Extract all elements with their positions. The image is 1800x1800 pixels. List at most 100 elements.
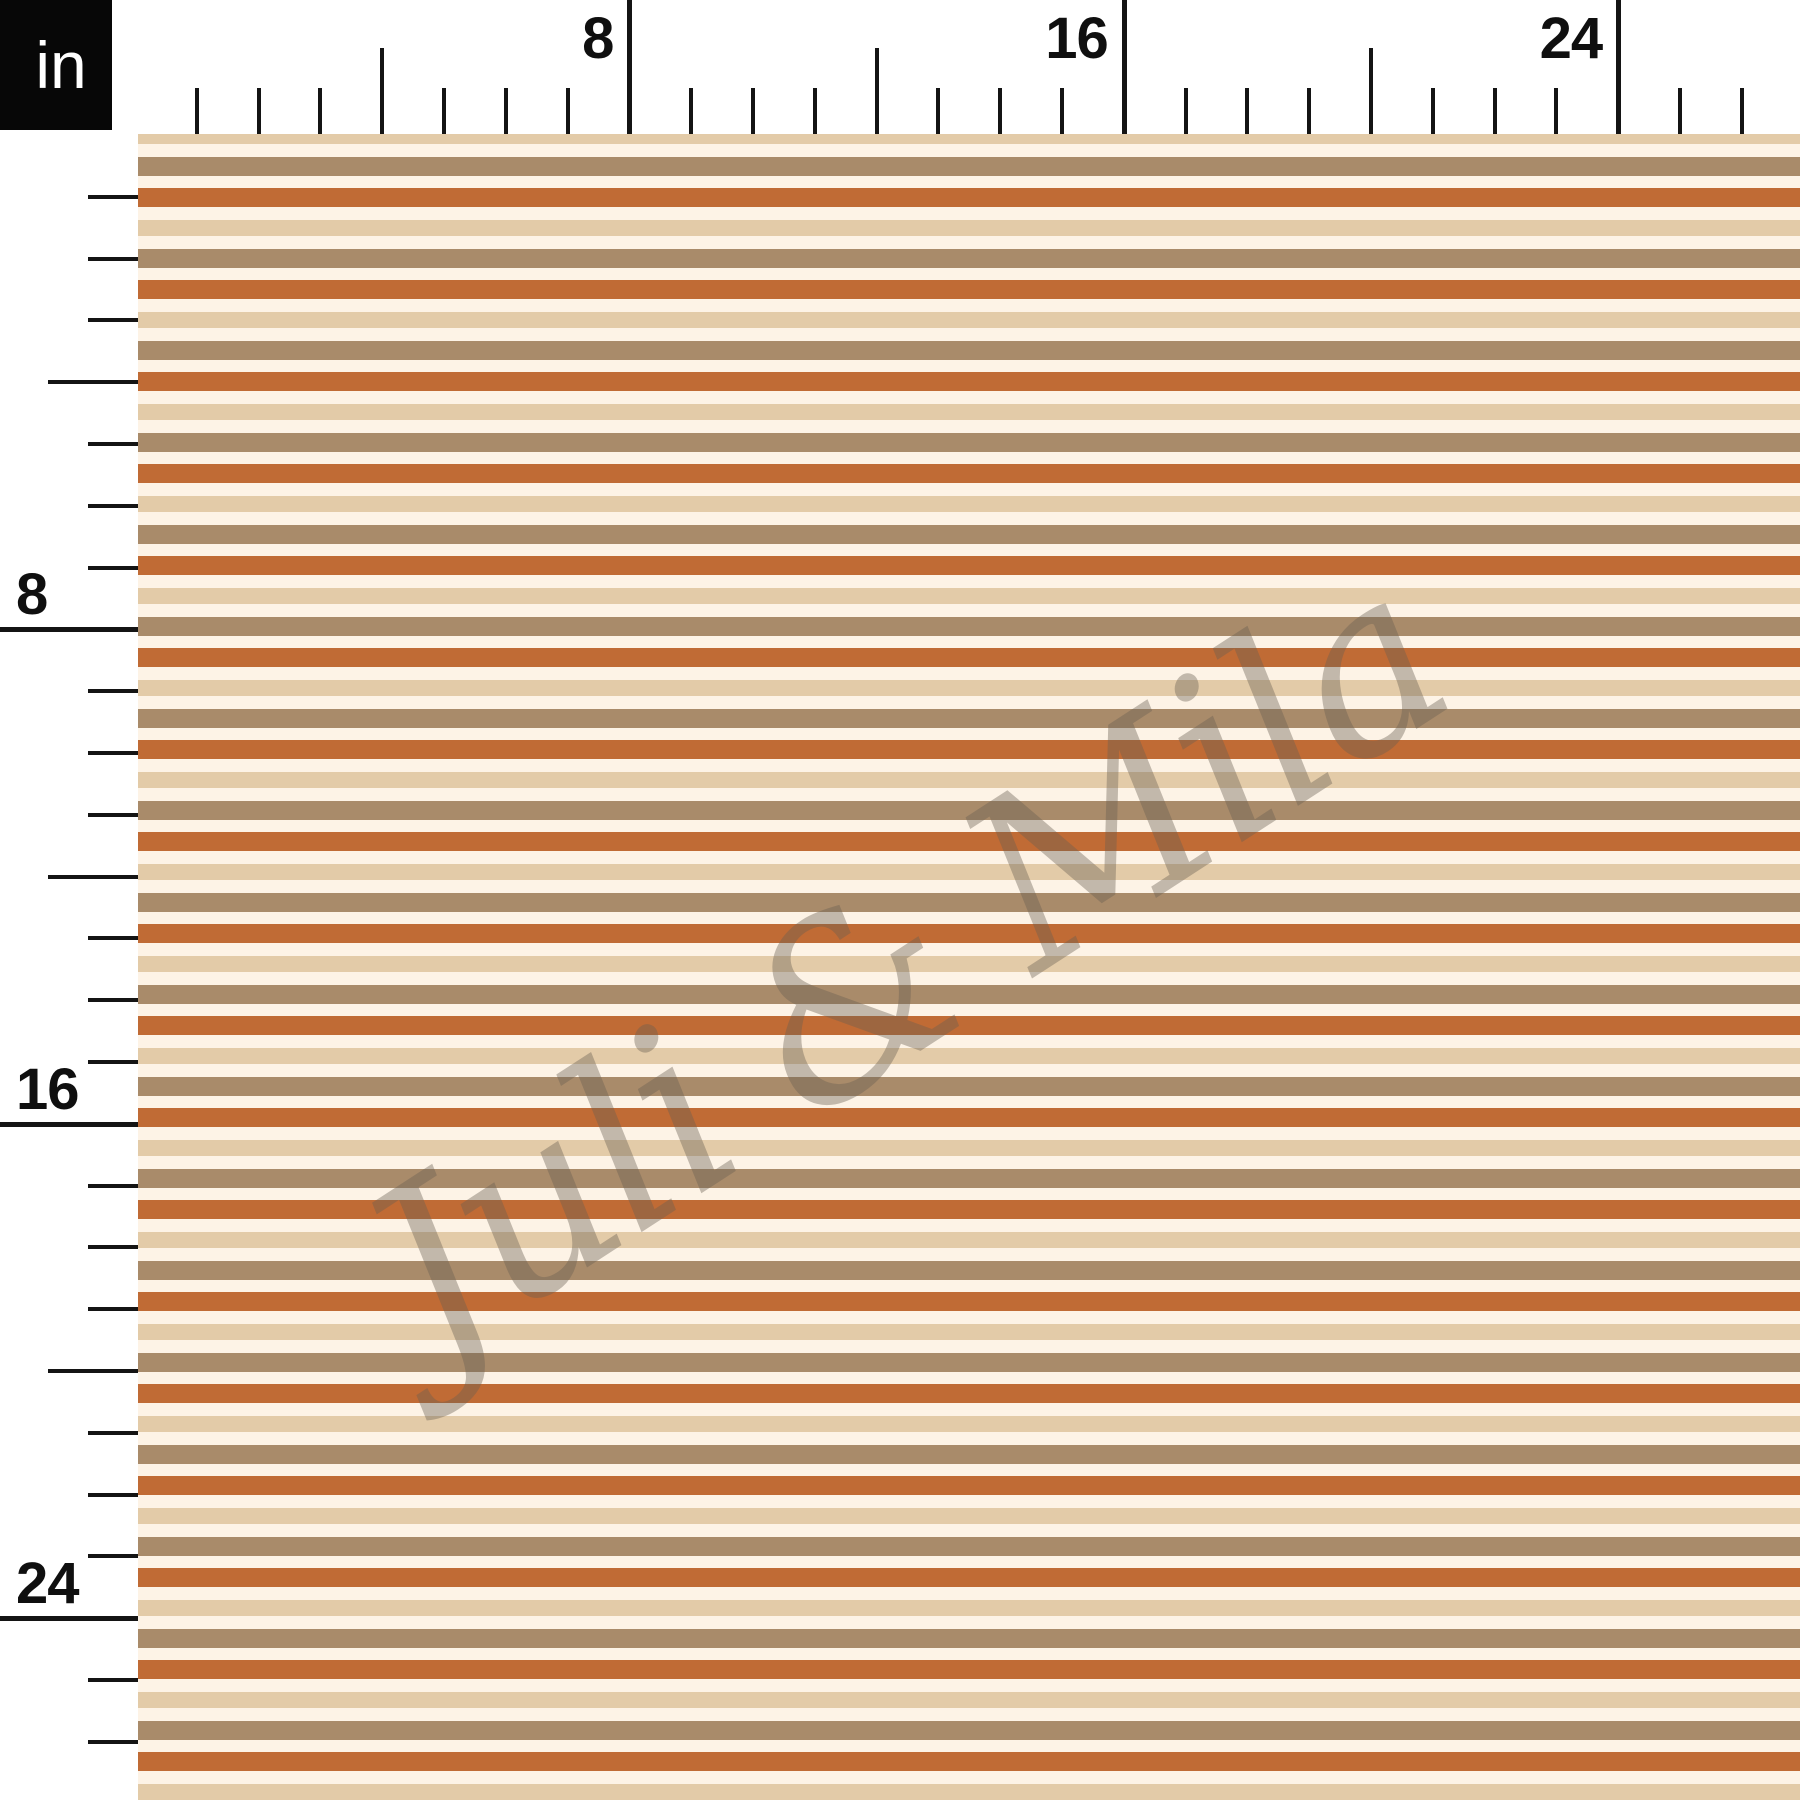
fabric-stripe-tan	[138, 1692, 1800, 1708]
fabric-stripe-rust	[138, 648, 1800, 667]
fabric-stripe-rust	[138, 1660, 1800, 1679]
ruler-minor-tick	[88, 1739, 138, 1744]
ruler-minor-tick	[88, 812, 138, 817]
fabric-stripe-taupe	[138, 249, 1800, 268]
fabric-stripe-taupe	[138, 341, 1800, 360]
ruler-horizontal: 8 16 24	[0, 0, 1800, 134]
fabric-stripe-cream	[138, 1464, 1800, 1476]
fabric-stripe-cream	[138, 176, 1800, 188]
ruler-major-tick	[0, 1121, 138, 1127]
fabric-stripe-cream	[138, 667, 1800, 680]
fabric-stripe-cream	[138, 788, 1800, 801]
ruler-minor-tick	[88, 256, 138, 261]
fabric-stripe-cream	[138, 851, 1800, 864]
fabric-stripe-rust	[138, 832, 1800, 851]
fabric-stripe-cream	[138, 391, 1800, 404]
fabric-stripe-cream	[138, 1004, 1800, 1016]
fabric-stripe-cream	[138, 1648, 1800, 1660]
fabric-stripe-tan	[138, 588, 1800, 604]
ruler-minor-tick	[1678, 88, 1682, 134]
fabric-stripe-cream	[138, 1248, 1800, 1261]
fabric-stripe-cream	[138, 1432, 1800, 1445]
ruler-major-tick	[0, 1616, 138, 1622]
fabric-stripe-rust	[138, 1752, 1800, 1771]
ruler-major-tick	[1616, 0, 1622, 134]
fabric-stripe-cream	[138, 360, 1800, 372]
ruler-minor-tick	[1492, 88, 1497, 134]
ruler-minor-tick	[88, 936, 138, 941]
fabric-stripe-rust	[138, 280, 1800, 299]
fabric-stripe-rust	[138, 1384, 1800, 1403]
ruler-major-tick	[1121, 0, 1127, 134]
fabric-stripe-rust	[138, 740, 1800, 759]
fabric-stripe-tan	[138, 1508, 1800, 1524]
fabric-stripe-tan	[138, 404, 1800, 420]
ruler-minor-tick	[88, 1678, 138, 1682]
fabric-stripe-cream	[138, 972, 1800, 985]
fabric-stripe-taupe	[138, 1445, 1800, 1464]
ruler-minor-tick	[689, 88, 694, 134]
ruler-mid-tick	[380, 48, 385, 134]
fabric-stripe-taupe	[138, 1261, 1800, 1280]
fabric-stripe-rust	[138, 924, 1800, 943]
ruler-minor-tick	[88, 1183, 138, 1188]
ruler-minor-tick	[318, 88, 323, 134]
fabric-stripe-cream	[138, 1771, 1800, 1784]
ruler-number: 16	[16, 1056, 80, 1122]
ruler-minor-tick	[936, 88, 941, 134]
fabric-stripe-cream	[138, 1340, 1800, 1353]
fabric-stripe-tan	[138, 496, 1800, 512]
fabric-stripe-tan	[138, 1324, 1800, 1340]
fabric-stripe-tan	[138, 220, 1800, 236]
ruler-major-tick	[627, 0, 633, 134]
fabric-stripe-cream	[138, 420, 1800, 433]
ruler-vertical: 8 16 24	[0, 0, 138, 1800]
fabric-stripe-rust	[138, 1568, 1800, 1587]
fabric-stripe-cream	[138, 1679, 1800, 1692]
fabric-stripe-cream	[138, 328, 1800, 341]
fabric-stripe-taupe	[138, 1629, 1800, 1648]
fabric-stripe-tan	[138, 1784, 1800, 1800]
fabric-stripe-cream	[138, 452, 1800, 464]
ruler-number: 24	[16, 1551, 80, 1617]
ruler-minor-tick	[88, 1307, 138, 1312]
fabric-stripe-rust	[138, 464, 1800, 483]
fabric-stripe-cream	[138, 1127, 1800, 1140]
ruler-minor-tick	[751, 88, 755, 134]
fabric-stripe-taupe	[138, 1077, 1800, 1096]
ruler-mid-tick	[874, 48, 879, 134]
fabric-stripe-rust	[138, 1108, 1800, 1127]
fabric-stripe-cream	[138, 1495, 1800, 1508]
fabric-stripe-cream	[138, 575, 1800, 588]
fabric-stripe-taupe	[138, 985, 1800, 1004]
ruler-number: 8	[582, 6, 614, 71]
ruler-minor-tick	[503, 88, 508, 134]
fabric-stripe-rust	[138, 1200, 1800, 1219]
fabric-stripe-cream	[138, 1556, 1800, 1568]
ruler-minor-tick	[1739, 88, 1744, 134]
fabric-stripe-tan	[138, 1600, 1800, 1616]
fabric-stripe-taupe	[138, 1721, 1800, 1740]
fabric-stripe-tan	[138, 864, 1800, 880]
ruler-number: 24	[1539, 6, 1604, 71]
fabric-stripe-cream	[138, 1156, 1800, 1169]
fabric-stripe-tan	[138, 1140, 1800, 1156]
fabric-stripe-rust	[138, 372, 1800, 391]
ruler-minor-tick	[256, 88, 261, 134]
fabric-stripe-taupe	[138, 525, 1800, 544]
fabric-stripe-taupe	[138, 617, 1800, 636]
ruler-mid-tick	[1369, 48, 1373, 134]
fabric-stripe-cream	[138, 1311, 1800, 1324]
fabric-stripe-cream	[138, 144, 1800, 157]
ruler-minor-tick	[88, 689, 138, 694]
ruler-minor-tick	[88, 318, 138, 323]
ruler-minor-tick	[88, 1492, 138, 1497]
fabric-stripe-cream	[138, 236, 1800, 249]
fabric-stripe-taupe	[138, 893, 1800, 912]
fabric-stripe-cream	[138, 512, 1800, 525]
ruler-minor-tick	[998, 88, 1003, 134]
ruler-minor-tick	[1183, 88, 1188, 134]
fabric-stripe-tan	[138, 312, 1800, 328]
fabric-stripe-cream	[138, 696, 1800, 709]
fabric-stripe-cream	[138, 943, 1800, 956]
